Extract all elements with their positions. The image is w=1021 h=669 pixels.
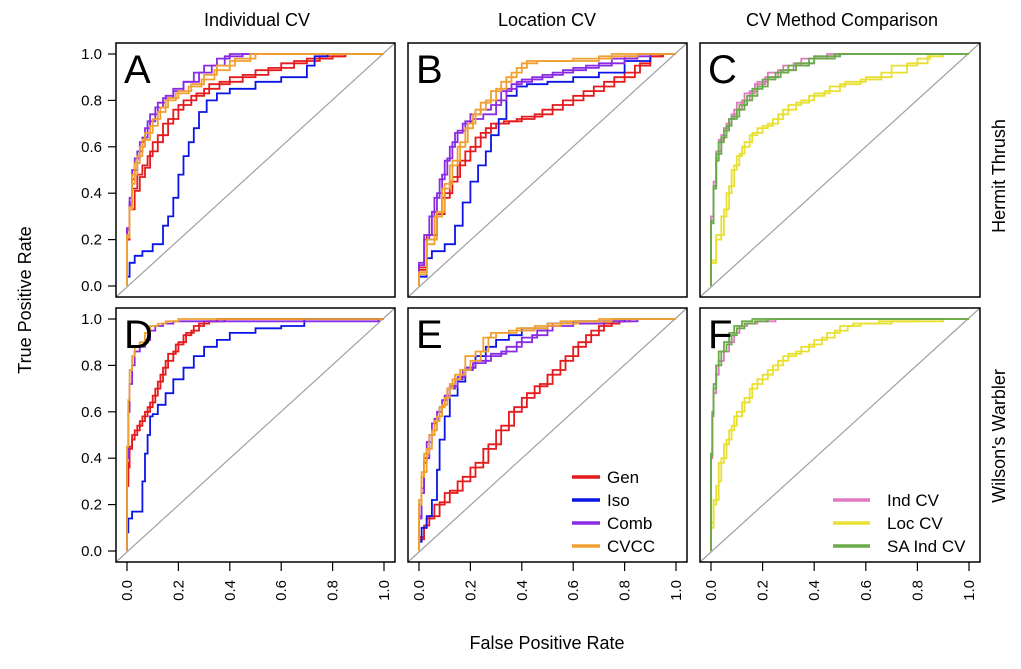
row-label-hermit-thrush: Hermit Thrush [989,119,1009,233]
column-title-cv-method-comparison: CV Method Comparison [746,10,938,30]
y-tick-label: 0.4 [81,185,102,202]
y-tick-label: 0.0 [81,543,102,560]
roc-curve-loc-cv [710,53,969,286]
y-tick-label: 1.0 [81,46,102,63]
x-tick-label: 0.0 [119,580,136,601]
reference-diagonal [699,42,981,298]
panel-d: D 0.0 0.2 0.4 0.6 0.8 1.0 0.0 0.2 0.4 0.6 0.8 1.0 [81,307,396,601]
column-title-individual-cv: Individual CV [204,10,310,30]
panel-frame [407,307,688,563]
legend-label: Iso [607,491,630,510]
roc-curve-cvcc [126,53,384,286]
roc-curve-cvcc [126,318,384,551]
roc-curve-gen [126,53,384,286]
roc-curve-cvcc [418,318,676,551]
roc-curve-iso [126,53,384,286]
roc-curve-cvcc [418,53,676,286]
roc-curve-gen [418,318,676,551]
y-tick-label: 0.8 [81,92,102,109]
x-tick-label: 0.6 [858,580,875,601]
legend-label: SA Ind CV [887,537,966,556]
y-tick-label: 1.0 [81,311,102,328]
panel-frame [115,307,396,563]
panel-letter: A [124,48,151,92]
panel-c: C [699,42,981,298]
y-tick-label: 0.2 [81,497,102,514]
reference-diagonal [115,42,396,298]
legend: Gen Iso Comb CVCC [572,468,655,556]
x-tick-label: 0.2 [170,580,187,601]
legend-label: Gen [607,468,639,487]
roc-curve-sa-ind-cv [710,53,969,286]
x-axis-label: False Positive Rate [469,633,624,653]
x-tick-label: 1.0 [668,580,685,601]
roc-curve-comb [418,53,676,286]
x-tick-label: 0.4 [806,580,823,601]
legend-label: Ind CV [887,491,940,510]
panel-letter: B [416,48,443,92]
reference-diagonal [407,307,688,563]
y-tick-label: 0.6 [81,404,102,421]
roc-curve-gen [126,318,384,551]
y-tick-label: 0.2 [81,232,102,249]
x-tick-label: 0.2 [462,580,479,601]
x-tick-label: 0.4 [222,580,239,601]
x-tick-label: 0.0 [411,580,428,601]
y-tick-label: 0.0 [81,278,102,295]
column-title-location-cv: Location CV [498,10,596,30]
reference-diagonal [407,42,688,298]
y-tick-label: 0.6 [81,139,102,156]
x-tick-label: 1.0 [961,580,978,601]
panel-letter: F [708,313,732,357]
legend-label: CVCC [607,537,655,556]
panel-frame [115,42,396,298]
legend: Ind CV Loc CV SA Ind CV [833,491,966,556]
roc-curve-gen [126,53,384,286]
panel-e: E 0.0 0.2 0.4 0.6 0.8 1.0 Gen Iso Comb CVCC [407,307,688,601]
row-label-wilsons-warbler: Wilson's Warbler [989,369,1009,503]
x-tick-label: 0.2 [755,580,772,601]
x-tick-label: 0.6 [273,580,290,601]
panel-letter: E [416,313,443,357]
panel-frame [699,307,981,563]
panel-frame [699,42,981,298]
panel-f: F 0.0 0.2 0.4 0.6 0.8 1.0 Ind CV Loc CV SA Ind CV [699,307,981,601]
y-tick-label: 0.4 [81,450,102,467]
legend-label: Comb [607,514,652,533]
reference-diagonal [115,307,396,563]
panel-b: B [407,42,688,298]
roc-curve-sa-ind-cv [710,318,969,551]
x-tick-label: 1.0 [376,580,393,601]
panel-a: A 0.0 0.2 0.4 0.6 0.8 1.0 [81,42,396,298]
legend-label: Loc CV [887,514,943,533]
reference-diagonal [699,307,981,563]
panel-letter: D [124,313,153,357]
panel-letter: C [708,48,737,92]
x-tick-label: 0.6 [565,580,582,601]
roc-curve-loc-cv [710,318,969,551]
x-tick-label: 0.8 [617,580,634,601]
roc-curve-cvcc [418,318,676,551]
panel-frame [407,42,688,298]
roc-curve-ind-cv [710,318,969,551]
roc-curve-gen [418,318,676,551]
y-tick-label: 0.8 [81,357,102,374]
x-tick-label: 0.0 [703,580,720,601]
x-tick-label: 0.8 [325,580,342,601]
x-tick-label: 0.4 [514,580,531,601]
roc-curve-iso [126,318,384,551]
y-axis-label: True Positive Rate [15,226,35,373]
x-tick-label: 0.8 [909,580,926,601]
roc-curve-iso [418,53,676,286]
